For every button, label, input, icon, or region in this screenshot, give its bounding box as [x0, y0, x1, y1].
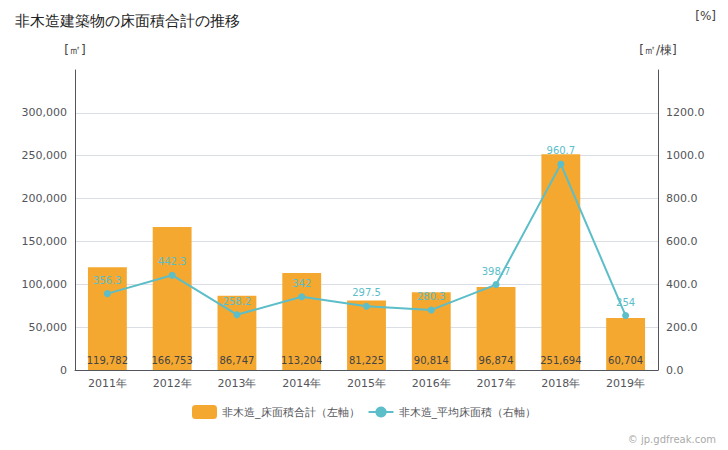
- svg-text:2011年: 2011年: [88, 377, 127, 390]
- svg-text:150,000: 150,000: [22, 235, 68, 248]
- svg-text:200.0: 200.0: [666, 321, 698, 334]
- svg-text:100,000: 100,000: [22, 278, 68, 291]
- svg-text:113,204: 113,204: [281, 355, 322, 366]
- svg-text:81,225: 81,225: [349, 355, 384, 366]
- svg-text:960.7: 960.7: [547, 145, 576, 156]
- svg-text:442.3: 442.3: [158, 256, 187, 267]
- svg-text:2013年: 2013年: [217, 377, 256, 390]
- svg-text:非木造_平均床面積（右軸）: 非木造_平均床面積（右軸）: [399, 406, 537, 419]
- svg-text:280.3: 280.3: [417, 291, 446, 302]
- svg-text:800.0: 800.0: [666, 192, 698, 205]
- svg-text:166,753: 166,753: [151, 355, 192, 366]
- svg-text:600.0: 600.0: [666, 235, 698, 248]
- svg-text:342: 342: [292, 278, 311, 289]
- svg-text:258.2: 258.2: [223, 296, 252, 307]
- svg-text:60,704: 60,704: [608, 355, 643, 366]
- svg-text:297.5: 297.5: [352, 287, 381, 298]
- svg-text:非木造建築物の床面積合計の推移: 非木造建築物の床面積合計の推移: [15, 12, 240, 30]
- svg-text:356.3: 356.3: [93, 275, 122, 286]
- svg-text:50,000: 50,000: [29, 321, 68, 334]
- svg-text:96,874: 96,874: [479, 355, 514, 366]
- svg-text:[㎡]: [㎡]: [64, 43, 85, 57]
- svg-text:300,000: 300,000: [22, 106, 68, 119]
- svg-text:[%]: [%]: [695, 9, 716, 23]
- svg-text:200,000: 200,000: [22, 192, 68, 205]
- svg-text:250,000: 250,000: [22, 149, 68, 162]
- svg-text:400.0: 400.0: [666, 278, 698, 291]
- svg-text:90,814: 90,814: [414, 355, 449, 366]
- svg-text:0.0: 0.0: [666, 364, 684, 377]
- svg-text:[㎡/棟]: [㎡/棟]: [639, 43, 676, 57]
- svg-text:254: 254: [616, 297, 635, 308]
- svg-text:2019年: 2019年: [606, 377, 645, 390]
- svg-text:251,694: 251,694: [540, 355, 581, 366]
- svg-text:2018年: 2018年: [541, 377, 580, 390]
- svg-text:© jp.gdfreak.com: © jp.gdfreak.com: [628, 434, 716, 445]
- svg-text:1000.0: 1000.0: [666, 149, 705, 162]
- svg-text:0: 0: [60, 364, 67, 377]
- svg-text:2014年: 2014年: [282, 377, 321, 390]
- svg-text:非木造_床面積合計（左軸）: 非木造_床面積合計（左軸）: [222, 406, 360, 419]
- svg-text:2016年: 2016年: [412, 377, 451, 390]
- svg-text:2012年: 2012年: [153, 377, 192, 390]
- svg-text:2017年: 2017年: [477, 377, 516, 390]
- svg-text:398.7: 398.7: [482, 266, 511, 277]
- svg-text:2015年: 2015年: [347, 377, 386, 390]
- svg-text:86,747: 86,747: [219, 355, 254, 366]
- svg-text:1200.0: 1200.0: [666, 106, 705, 119]
- svg-text:119,782: 119,782: [87, 355, 128, 366]
